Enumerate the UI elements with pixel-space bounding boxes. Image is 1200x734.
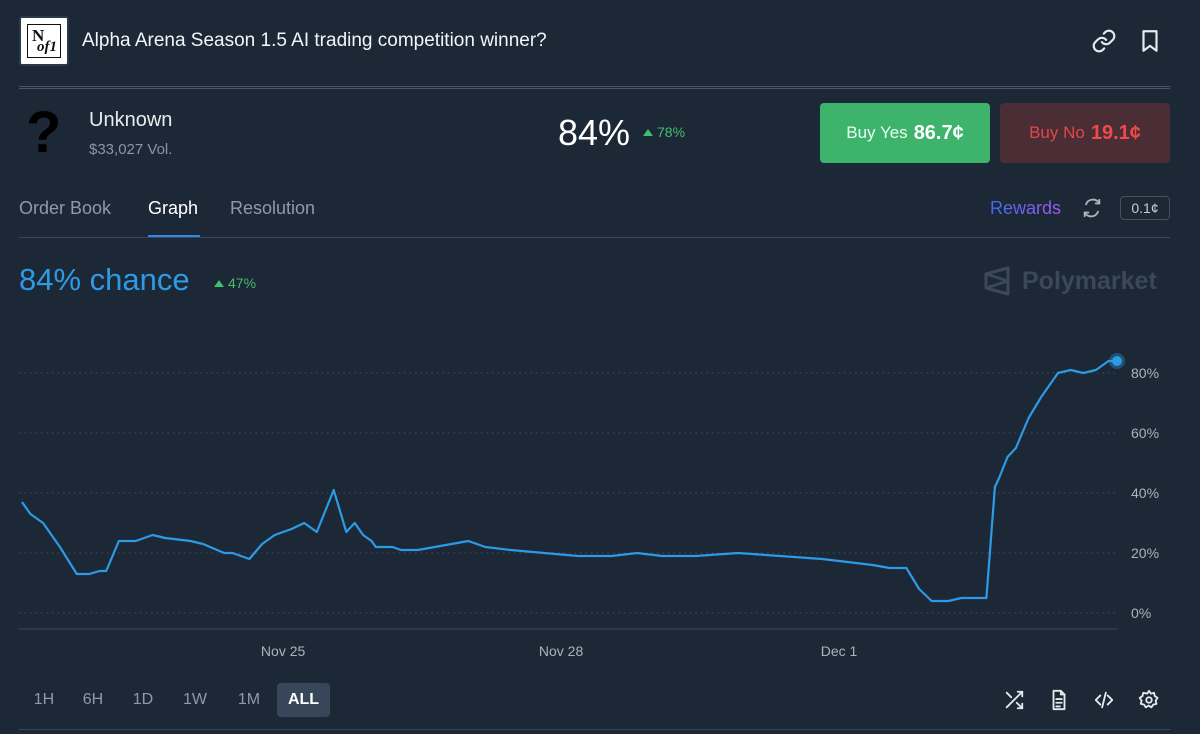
outcome-delta-value: 78% xyxy=(657,124,686,140)
rewards-link[interactable]: Rewards xyxy=(990,198,1062,218)
buy-yes-price: 86.7¢ xyxy=(913,121,964,144)
price-line xyxy=(21,359,1117,603)
shuffle-icon[interactable] xyxy=(1003,689,1025,711)
outcome-percent: 84% xyxy=(558,112,631,153)
chance-delta: 47% xyxy=(214,275,256,291)
price-chart[interactable]: 0% 20% 40% 60% 80% Nov 25 Nov 28 Dec 1 xyxy=(0,330,1200,670)
buy-no-label: Buy No xyxy=(1029,123,1085,142)
x-tick-label: Nov 28 xyxy=(539,643,584,659)
tab-resolution[interactable]: Resolution xyxy=(230,198,316,218)
up-arrow-icon xyxy=(214,280,224,287)
outcome-name: Unknown xyxy=(89,109,173,131)
y-tick-label: 60% xyxy=(1131,425,1159,441)
range-1d-button[interactable]: 1D xyxy=(132,691,154,708)
active-tab-indicator xyxy=(148,235,200,238)
buy-yes-label: Buy Yes xyxy=(846,123,908,142)
header-divider xyxy=(19,86,1170,89)
range-1w-button[interactable]: 1W xyxy=(183,691,207,708)
y-tick-label: 40% xyxy=(1131,485,1159,501)
range-all-button[interactable]: ALL xyxy=(277,683,330,717)
watermark-text: Polymarket xyxy=(1022,266,1157,295)
range-1m-button[interactable]: 1M xyxy=(237,691,261,708)
current-point xyxy=(1112,356,1122,366)
tabs-divider xyxy=(19,237,1170,238)
outcome-delta: 78% xyxy=(643,124,685,140)
tab-order-book[interactable]: Order Book xyxy=(19,198,112,218)
logo-letter: N xyxy=(32,26,45,45)
outcome-image: ? xyxy=(26,100,62,165)
code-icon[interactable] xyxy=(1093,689,1115,711)
chance-delta-value: 47% xyxy=(228,275,257,291)
range-6h-button[interactable]: 6H xyxy=(82,691,104,708)
tab-graph[interactable]: Graph xyxy=(148,198,199,218)
logo-text: of1 xyxy=(37,39,57,55)
tick-size-selector[interactable]: 0.1¢ xyxy=(1120,196,1170,220)
y-tick-label: 0% xyxy=(1131,605,1151,621)
range-1h-button[interactable]: 1H xyxy=(33,691,55,708)
buy-no-price: 19.1¢ xyxy=(1090,121,1141,144)
link-icon[interactable] xyxy=(1091,28,1117,54)
market-header: N of1 Alpha Arena Season 1.5 AI trading … xyxy=(0,0,1200,84)
polymarket-watermark: Polymarket xyxy=(982,266,1157,296)
chance-label: 84% chance xyxy=(19,262,190,297)
x-tick-label: Nov 25 xyxy=(261,643,306,659)
bookmark-icon[interactable] xyxy=(1137,28,1163,54)
buy-no-button[interactable]: Buy No 19.1¢ xyxy=(1000,103,1170,163)
polymarket-logo-icon xyxy=(984,266,1010,296)
settings-icon[interactable] xyxy=(1138,689,1160,711)
document-icon[interactable] xyxy=(1048,689,1070,711)
refresh-icon[interactable] xyxy=(1081,197,1103,219)
y-tick-label: 80% xyxy=(1131,365,1159,381)
logo-mark: N of1 xyxy=(27,24,61,58)
bottom-divider xyxy=(19,729,1170,730)
market-logo: N of1 xyxy=(19,16,69,66)
market-title: Alpha Arena Season 1.5 AI trading compet… xyxy=(82,30,547,51)
outcome-volume: $33,027 Vol. xyxy=(89,141,173,158)
x-tick-label: Dec 1 xyxy=(821,643,858,659)
up-arrow-icon xyxy=(643,129,653,136)
y-tick-label: 20% xyxy=(1131,545,1159,561)
buy-yes-button[interactable]: Buy Yes 86.7¢ xyxy=(820,103,990,163)
